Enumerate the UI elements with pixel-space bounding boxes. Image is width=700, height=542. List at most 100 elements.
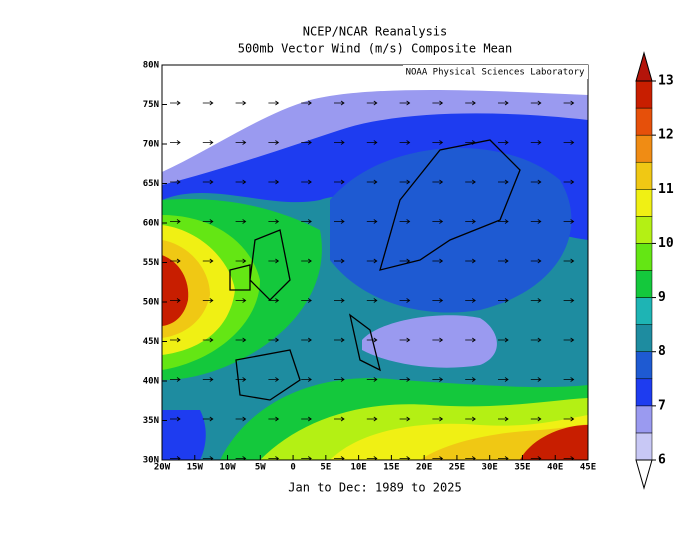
wind-arrow (170, 258, 181, 264)
y-tick-label: 55N (143, 258, 159, 268)
wind-arrow (530, 100, 542, 106)
wind-arrow (465, 377, 476, 382)
wind-arrow (268, 416, 280, 422)
credit: NOAA Physical Sciences Laboratory (406, 68, 585, 78)
x-tick-label: 35E (514, 463, 530, 473)
wind-arrow (432, 416, 444, 422)
wind-arrow (432, 258, 444, 264)
wind-arrow (334, 179, 345, 185)
x-tick-label: 25E (449, 463, 465, 473)
wind-arrow (334, 258, 345, 264)
colorbar-label: 13 (658, 74, 674, 89)
wind-arrow (498, 258, 509, 264)
wind-arrow (334, 140, 345, 145)
colorbar-band (635, 324, 653, 352)
wind-arrow (334, 337, 345, 343)
wind-arrow (301, 140, 312, 145)
colorbar-above (635, 51, 653, 82)
wind-arrow (498, 337, 509, 343)
y-tick-label: 80N (143, 61, 159, 71)
wind-arrow (268, 140, 280, 145)
wind-arrow (235, 337, 247, 343)
wind-arrow (432, 219, 444, 224)
wind-arrow (399, 377, 411, 382)
y-tick-label: 45N (143, 337, 159, 347)
wind-arrow (432, 337, 444, 343)
wind-arrow (366, 179, 378, 185)
wind-arrow (530, 298, 542, 303)
wind-arrow (399, 258, 411, 264)
wind-arrow (235, 219, 247, 224)
wind-arrow (498, 100, 509, 106)
wind-arrow (498, 377, 509, 382)
wind-arrow (235, 298, 247, 303)
wind-arrow (530, 416, 542, 422)
wind-arrow (399, 219, 411, 224)
wind-arrow (399, 337, 411, 343)
wind-arrow (498, 140, 509, 145)
x-tick-label: 20E (416, 463, 432, 473)
wind-arrow (432, 179, 444, 185)
wind-arrow (399, 100, 411, 106)
wind-arrow (202, 100, 214, 106)
wind-arrow (465, 337, 476, 343)
wind-arrow (530, 140, 542, 145)
x-tick-label: 5W (255, 463, 266, 473)
wind-arrow (399, 140, 411, 145)
wind-arrow (202, 219, 214, 224)
x-tick-label: 10E (350, 463, 366, 473)
wind-arrow (334, 298, 345, 303)
colorbar-label: 12 (658, 128, 674, 143)
colorbar-label: 11 (658, 182, 674, 197)
wind-arrow (366, 258, 378, 264)
subtitle: 500mb Vector Wind (m/s) Composite Mean (238, 42, 513, 56)
y-tick-label: 70N (143, 140, 159, 150)
wind-arrow (202, 377, 214, 382)
colorbar-band (635, 405, 653, 434)
wind-arrow (170, 377, 181, 382)
wind-arrow (465, 140, 476, 145)
wind-arrow (563, 219, 575, 224)
wind-arrow (170, 179, 181, 185)
x-tick-label: 10W (219, 463, 236, 473)
wind-arrow (530, 219, 542, 224)
wind-arrow (530, 179, 542, 185)
colorbar-band (635, 243, 653, 271)
wind-arrow (235, 416, 247, 422)
colorbar-label: 10 (658, 236, 674, 251)
wind-arrow (301, 377, 312, 382)
wind-arrow (432, 140, 444, 145)
wind-arrow (235, 100, 247, 106)
colorbar-band (635, 216, 653, 244)
map-field (162, 65, 588, 460)
y-tick-label: 30N (143, 456, 159, 466)
wind-arrow (563, 416, 575, 422)
wind-arrow (465, 258, 476, 264)
title: NCEP/NCAR Reanalysis (303, 25, 448, 39)
wind-arrow (530, 377, 542, 382)
wind-arrow (170, 298, 181, 303)
wind-arrow (268, 377, 280, 382)
colorbar-below (635, 459, 653, 490)
wind-arrow (465, 100, 476, 106)
wind-arrow (465, 179, 476, 185)
wind-arrow (498, 219, 509, 224)
wind-arrow (399, 416, 411, 422)
wind-arrow (202, 179, 214, 185)
colorbar-label: 6 (658, 453, 666, 468)
wind-arrow (465, 219, 476, 224)
wind-arrow (301, 337, 312, 343)
colorbar-band (635, 297, 653, 325)
wind-arrow (366, 140, 378, 145)
wind-arrow (498, 179, 509, 185)
wind-arrow (170, 140, 181, 145)
wind-arrow (301, 219, 312, 224)
x-tick-label: 0 (290, 463, 295, 473)
wind-arrow (202, 416, 214, 422)
wind-arrow (563, 337, 575, 343)
wind-arrow (301, 258, 312, 264)
colorbar-band (635, 134, 653, 163)
wind-arrow (498, 298, 509, 303)
colorbar-band (635, 432, 653, 461)
y-tick-label: 50N (143, 298, 159, 308)
